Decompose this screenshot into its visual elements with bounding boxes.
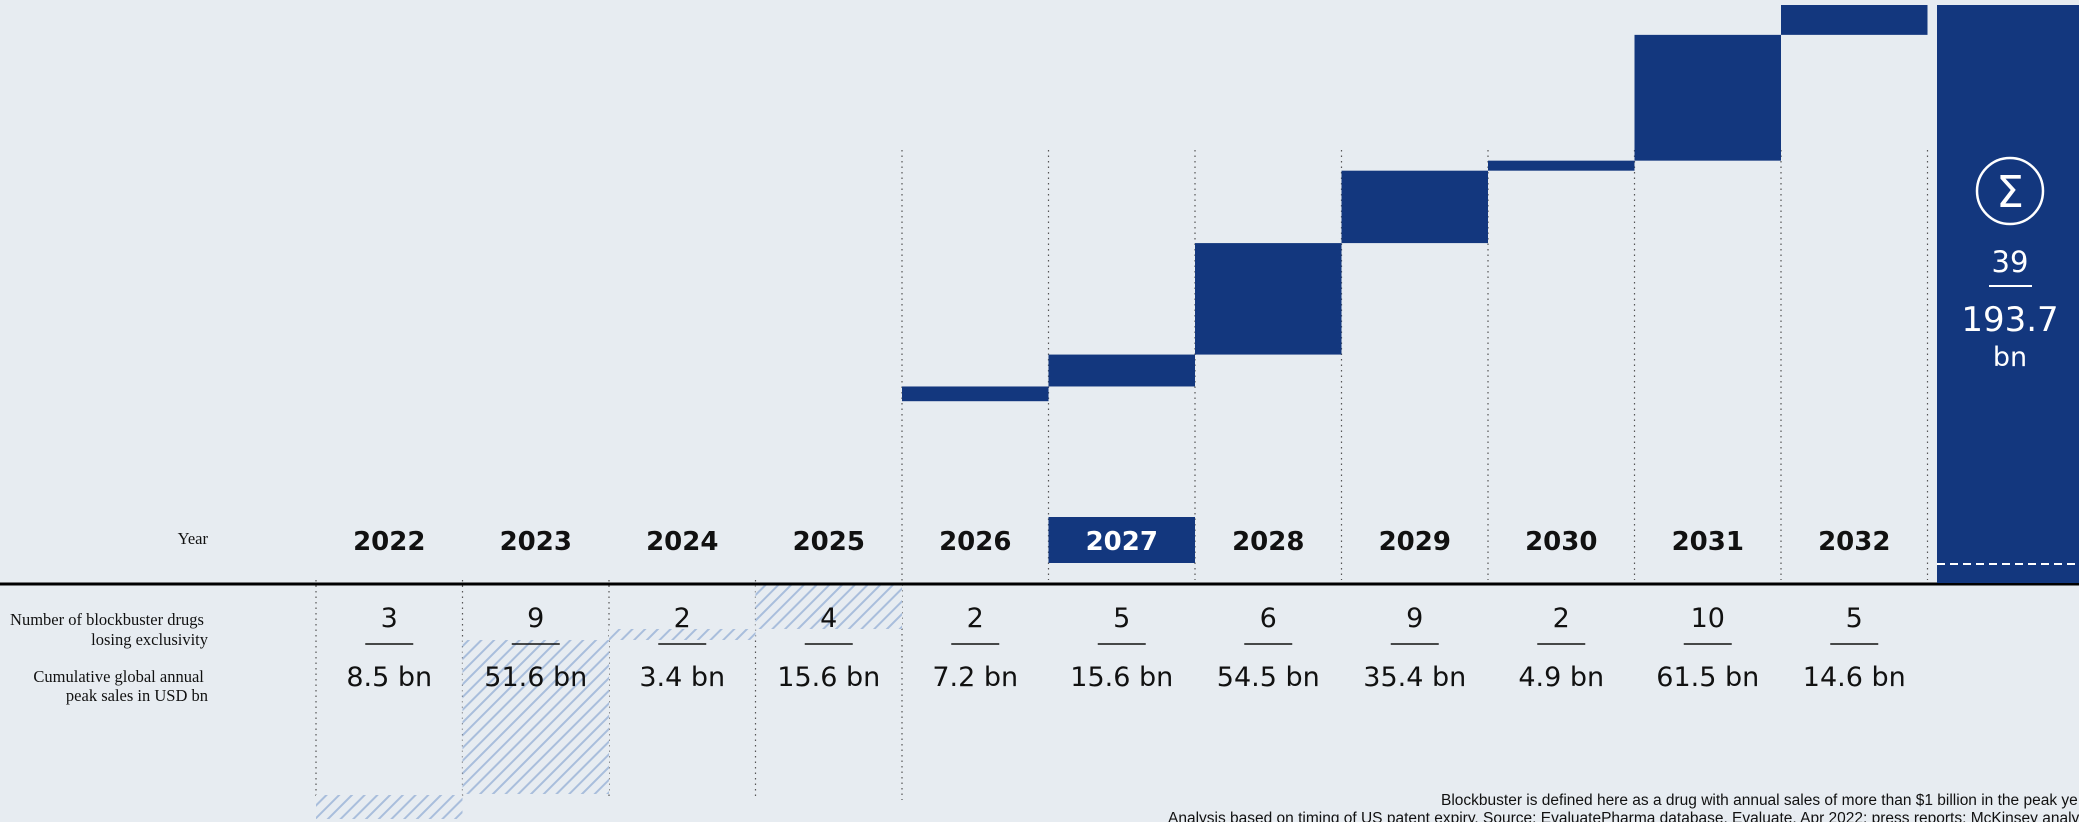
- count-label-2023: 9: [527, 603, 544, 634]
- bar-2028: [1195, 243, 1342, 355]
- total-unit: bn: [1993, 342, 2027, 373]
- count-label-2024: 2: [674, 603, 691, 634]
- year-label-2024: 2024: [646, 527, 718, 557]
- hatched-bars-2022-2025: [316, 584, 902, 819]
- count-row-label-line1: Number of blockbuster drugs: [10, 610, 204, 629]
- bar-2032: [1781, 5, 1928, 35]
- year-label-2032: 2032: [1818, 527, 1890, 557]
- year-labels: 2022 2023 2024 2025 2026 2027 2028 2029 2030 2031…: [353, 527, 1890, 557]
- sales-label-2028: 54.5 bn: [1217, 662, 1320, 693]
- year-row-label: Year: [178, 529, 209, 548]
- sigma-icon: [1975, 156, 2045, 226]
- bar-2027: [1048, 354, 1195, 387]
- year-label-2030: 2030: [1525, 527, 1597, 557]
- sales-label-2024: 3.4 bn: [639, 662, 725, 693]
- sales-label-2030: 4.9 bn: [1518, 662, 1604, 693]
- hatched-bar-2023: [462, 640, 609, 794]
- hatched-bar-2025: [755, 584, 902, 629]
- sales-row-label-line2: peak sales in USD bn: [66, 686, 208, 705]
- sales-label-2031: 61.5 bn: [1656, 662, 1759, 693]
- year-label-2029: 2029: [1379, 527, 1451, 557]
- bar-2026: [902, 386, 1049, 402]
- count-label-2032: 5: [1846, 603, 1863, 634]
- count-labels: 3 9 2 4 2 5 6 9 2 10 5: [365, 603, 1879, 645]
- year-label-2031: 2031: [1672, 527, 1744, 557]
- total-bar: [1937, 5, 2079, 583]
- sales-label-2022: 8.5 bn: [346, 662, 432, 693]
- count-label-2030: 2: [1553, 603, 1570, 634]
- bar-2031: [1634, 34, 1781, 161]
- total-value: 193.7: [1961, 300, 2058, 340]
- sigma-symbol: Σ: [1996, 167, 2024, 218]
- sales-label-2025: 15.6 bn: [777, 662, 880, 693]
- count-label-2022: 3: [381, 603, 398, 634]
- count-label-2025: 4: [820, 603, 837, 634]
- sales-label-2029: 35.4 bn: [1363, 662, 1466, 693]
- bar-2029: [1341, 170, 1488, 244]
- bar-2030: [1488, 160, 1635, 171]
- hatched-bar-2024: [609, 629, 756, 640]
- sales-label-2026: 7.2 bn: [932, 662, 1018, 693]
- hatched-bar-2022: [316, 795, 463, 819]
- year-label-2023: 2023: [500, 527, 572, 557]
- year-label-2027: 2027: [1086, 527, 1158, 557]
- count-label-2027: 5: [1113, 603, 1130, 634]
- count-label-2026: 2: [967, 603, 984, 634]
- sales-label-2027: 15.6 bn: [1070, 662, 1173, 693]
- count-row-label-line2: losing exclusivity: [91, 630, 209, 649]
- waterfall-bars: [902, 5, 1928, 563]
- year-label-2022: 2022: [353, 527, 425, 557]
- year-label-2028: 2028: [1232, 527, 1304, 557]
- count-row-label: Number of blockbuster drugs losing exclu…: [10, 610, 209, 649]
- sales-label-2023: 51.6 bn: [484, 662, 587, 693]
- sales-row-label: Cumulative global annual peak sales in U…: [33, 667, 208, 705]
- year-label-2026: 2026: [939, 527, 1011, 557]
- footnote-definition: Blockbuster is defined here as a drug wi…: [1441, 792, 2078, 809]
- highlight-year-box: [1048, 517, 1195, 563]
- year-label-2025: 2025: [793, 527, 865, 557]
- total-count: 39: [1992, 245, 2029, 279]
- count-label-2029: 9: [1406, 603, 1423, 634]
- total-column: Σ 39 193.7 bn: [1937, 5, 2079, 583]
- sales-row-label-line1: Cumulative global annual: [33, 667, 204, 686]
- count-label-2031: 10: [1691, 603, 1725, 634]
- footnote-source: Analysis based on timing of US patent ex…: [1168, 810, 2079, 822]
- sales-labels: 8.5 bn 51.6 bn 3.4 bn 15.6 bn 7.2 bn 15.6 bn 5…: [346, 662, 1905, 693]
- sales-label-2032: 14.6 bn: [1803, 662, 1906, 693]
- count-label-2028: 6: [1260, 603, 1277, 634]
